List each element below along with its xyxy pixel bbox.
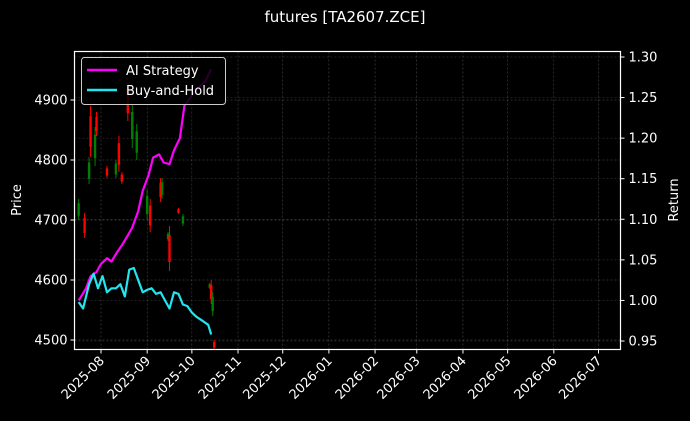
left-tick-label: 4900 — [34, 94, 67, 109]
series-ai-strategy — [77, 68, 213, 301]
candle-body — [117, 143, 121, 165]
x-tick-label: 2025-08 — [59, 354, 108, 403]
candle-body — [160, 182, 164, 195]
x-tick-label: 2025-09 — [105, 354, 154, 403]
candle-body — [131, 112, 134, 139]
candle-body — [210, 284, 213, 300]
right-tick-label: 1.20 — [629, 132, 658, 147]
x-tick-label: 2026-05 — [465, 354, 514, 403]
right-tick-label: 1.05 — [629, 253, 658, 268]
right-tick-label: 1.25 — [629, 91, 658, 106]
candle-body — [83, 217, 86, 233]
right-tick-label: 1.00 — [629, 294, 658, 309]
grid-lines — [74, 51, 621, 350]
right-y-axis: 1.30 1.25 1.20 1.15 1.10 1.05 1.00 0.95 — [620, 51, 658, 350]
candle-body — [145, 196, 149, 214]
left-tick-label: 4500 — [34, 334, 67, 349]
candle-body — [181, 216, 185, 224]
x-tick-label: 2026-01 — [287, 354, 336, 403]
x-tick-label: 2025-10 — [150, 354, 199, 403]
left-tick-label: 4600 — [34, 274, 67, 289]
legend: AI Strategy Buy-and-Hold — [81, 57, 226, 105]
plot-frame — [73, 50, 622, 351]
x-tick-label: 2026-06 — [512, 354, 561, 403]
candle-body — [166, 233, 170, 240]
right-tick-label: 0.95 — [629, 335, 658, 350]
x-tick-label: 2026-04 — [421, 354, 470, 403]
candle-body — [208, 284, 211, 288]
legend-box — [81, 57, 226, 105]
candle-body — [95, 116, 98, 132]
right-tick-label: 1.30 — [629, 51, 658, 66]
candle-body — [114, 163, 118, 175]
x-tick-label: 2026-07 — [556, 354, 605, 403]
x-tick-label: 2026-02 — [333, 354, 382, 403]
legend-buy-and-hold-label: Buy-and-Hold — [126, 84, 214, 99]
candle-body — [89, 116, 92, 147]
candle-body — [213, 341, 216, 348]
candle-body — [177, 209, 180, 213]
right-tick-label: 1.10 — [629, 213, 658, 228]
candle-body — [135, 131, 138, 153]
x-tick-label: 2026-03 — [375, 354, 424, 403]
x-tick-label: 2025-12 — [241, 354, 290, 403]
candle-body — [168, 235, 171, 262]
candle-body — [120, 174, 124, 182]
candle-body — [159, 182, 162, 198]
candle-body — [77, 203, 80, 216]
candle-body — [93, 134, 97, 159]
candle-body — [105, 168, 109, 176]
x-axis: 2025-082025-092025-102025-112025-122026-… — [59, 349, 605, 403]
left-axis-label: Price — [10, 184, 25, 216]
candle-body — [87, 162, 91, 179]
left-y-axis: 4900 4800 4700 4600 4500 — [34, 94, 75, 349]
left-tick-label: 4800 — [34, 154, 67, 169]
x-tick-label: 2025-11 — [196, 354, 245, 403]
candle-body — [211, 296, 214, 312]
series-buy-and-hold — [77, 266, 213, 335]
left-tick-label: 4700 — [34, 214, 67, 229]
candle-body — [148, 205, 152, 226]
candlesticks — [77, 82, 216, 350]
chart-title: futures [TA2607.ZCE] — [264, 8, 426, 26]
series-lines — [77, 68, 213, 335]
right-tick-label: 1.15 — [629, 172, 658, 187]
legend-ai-strategy-label: AI Strategy — [126, 64, 199, 79]
right-axis-label: Return — [667, 178, 682, 221]
